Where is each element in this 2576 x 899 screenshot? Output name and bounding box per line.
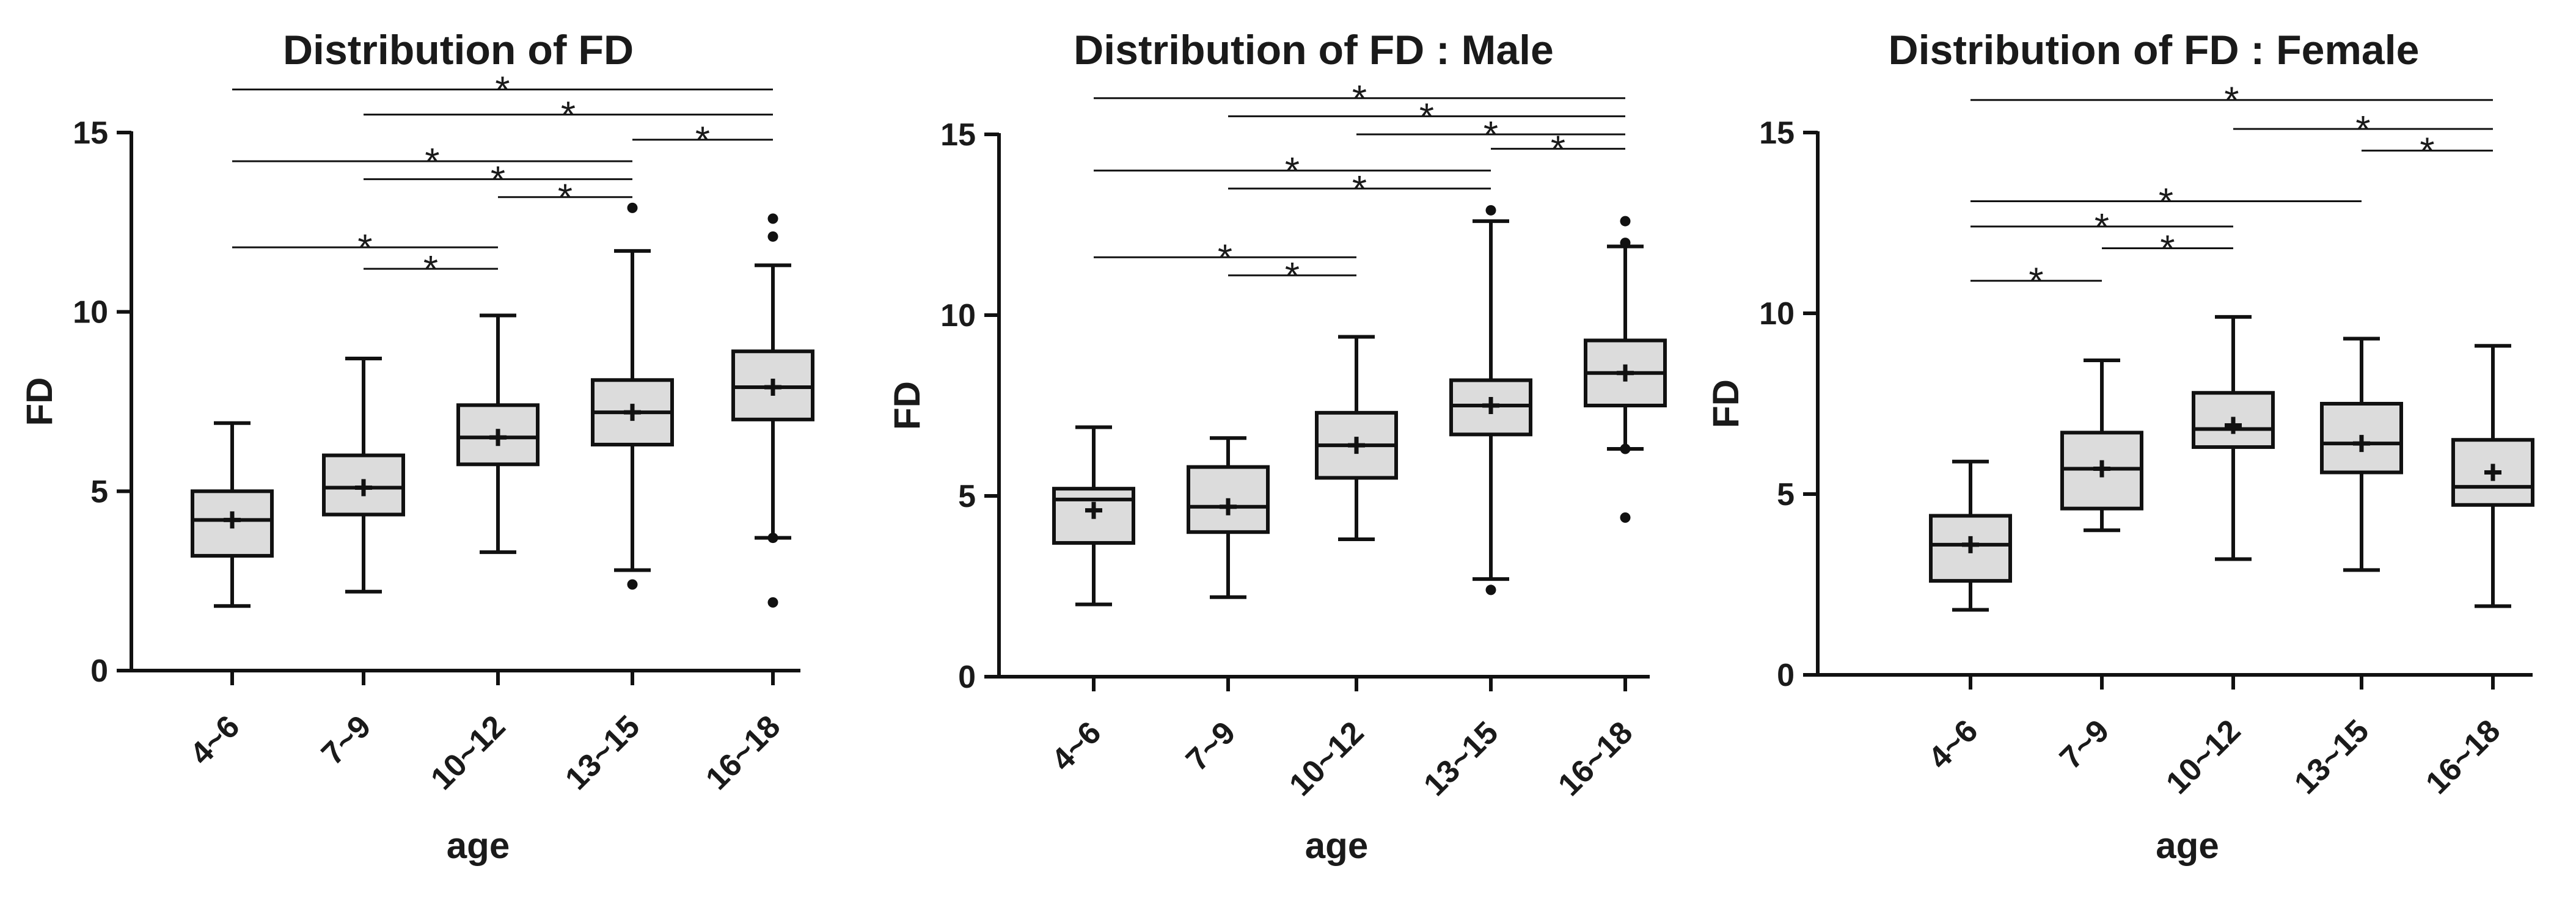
outlier-point (1485, 205, 1496, 216)
box-10~12 (2192, 315, 2275, 561)
significance-star: * (1484, 114, 1498, 156)
chart-panel-3: Distribution of FD : Female 0 5 10 15 FD 4~6 7~… (1705, 27, 2534, 866)
y-axis-label: FD (19, 377, 60, 426)
iqr-box (322, 453, 405, 517)
box-7~9 (2060, 358, 2143, 533)
y-tick-label: 10 (73, 295, 108, 330)
significance-star: * (695, 120, 710, 162)
x-tick-label: 4~6 (183, 708, 246, 771)
y-tick-label: 0 (90, 653, 108, 689)
significance-star: * (561, 95, 576, 137)
x-tick-label: 13~15 (558, 708, 646, 796)
y-axis-label: FD (887, 381, 928, 430)
y-tick-label: 5 (958, 479, 976, 514)
significance-star: * (1352, 78, 1367, 120)
box-13~15 (1449, 205, 1532, 595)
y-tick-label: 15 (940, 117, 976, 153)
y-tick-label: 0 (958, 660, 976, 695)
x-axis-label: age (2156, 825, 2219, 866)
outlier-point (1620, 216, 1631, 227)
y-tick-label: 5 (1777, 477, 1795, 512)
significance-star: * (2095, 206, 2109, 249)
outlier-point (767, 533, 778, 544)
chart-panel-2: Distribution of FD : Male 0 5 10 15 FD 4~6 7~9 1… (887, 27, 1667, 866)
x-tick-label: 4~6 (1045, 715, 1108, 777)
box-13~15 (2320, 337, 2403, 572)
y-tick-label: 10 (940, 298, 976, 333)
outlier-point (767, 231, 778, 242)
x-tick-label: 10~12 (424, 708, 512, 796)
x-axis-label: age (1305, 825, 1368, 866)
box-7~9 (322, 357, 405, 594)
significance-star: * (1551, 129, 1565, 171)
chart-title: Distribution of FD : Female (1889, 27, 2420, 73)
outlier-point (1485, 584, 1496, 595)
significance-star: * (423, 249, 438, 291)
outlier-point (1620, 238, 1631, 249)
x-tick-label: 13~15 (2288, 713, 2376, 801)
x-tick-label: 10~12 (1283, 715, 1370, 803)
x-tick-label: 4~6 (1922, 713, 1985, 776)
outlier-point (1620, 512, 1631, 523)
x-tick-label: 16~18 (1551, 715, 1639, 803)
box-4~6 (1929, 459, 2012, 612)
significance-star: * (2355, 109, 2370, 151)
box-13~15 (591, 202, 674, 590)
significance-star: * (1285, 255, 1300, 297)
significance-star: * (1352, 169, 1367, 211)
significance-star: * (558, 177, 573, 219)
x-axis-label: age (447, 825, 510, 866)
x-tick-label: 13~15 (1417, 715, 1505, 803)
box-4~6 (191, 421, 274, 608)
significance-star: * (2160, 228, 2175, 270)
significance-star: * (2159, 181, 2173, 223)
significance-star: * (1419, 96, 1434, 138)
box-16~18 (1584, 216, 1667, 523)
box-10~12 (456, 313, 540, 555)
y-tick-label: 10 (1759, 296, 1795, 332)
chart-title: Distribution of FD (283, 27, 634, 73)
x-tick-label: 7~9 (315, 708, 378, 771)
y-tick-label: 0 (1777, 658, 1795, 693)
significance-star: * (1218, 237, 1232, 279)
outlier-point (627, 202, 638, 213)
box-7~9 (1187, 436, 1270, 599)
outlier-point (627, 579, 638, 590)
chart-title: Distribution of FD : Male (1074, 27, 1554, 73)
significance-star: * (1285, 150, 1300, 192)
x-tick-label: 7~9 (1179, 715, 1242, 777)
x-tick-label: 16~18 (2419, 713, 2507, 801)
significance-star: * (2029, 261, 2043, 303)
x-tick-label: 7~9 (2053, 713, 2116, 776)
significance-star: * (495, 70, 510, 112)
outlier-point (767, 213, 778, 224)
significance-star: * (491, 159, 505, 201)
outlier-point (1620, 443, 1631, 454)
y-tick-label: 15 (1759, 115, 1795, 151)
significance-star: * (357, 227, 372, 269)
chart-panel-1: Distribution of FD 0 5 10 15 FD 4~6 7~9 10~12 13~… (19, 27, 814, 866)
outlier-point (767, 597, 778, 608)
x-tick-label: 16~18 (699, 708, 787, 796)
x-tick-label: 10~12 (2159, 713, 2247, 801)
y-axis-label: FD (1705, 379, 1746, 428)
y-tick-label: 5 (90, 474, 108, 509)
significance-star: * (2420, 131, 2434, 173)
box-16~18 (2451, 344, 2534, 608)
y-tick-label: 15 (73, 115, 108, 151)
significance-star: * (425, 141, 439, 183)
box-10~12 (1315, 335, 1398, 542)
significance-star: * (2224, 80, 2239, 122)
box-16~18 (731, 213, 814, 608)
box-4~6 (1052, 425, 1135, 606)
